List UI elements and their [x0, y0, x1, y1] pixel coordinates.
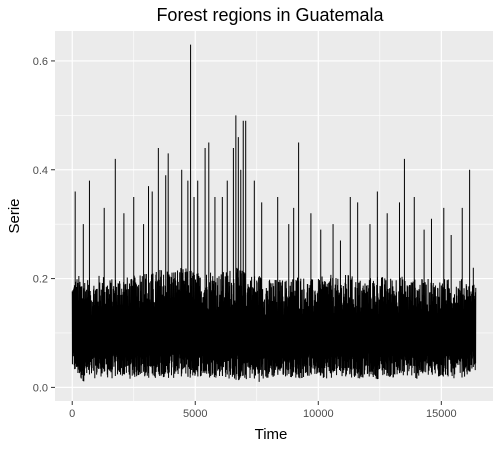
- x-axis-ticks: 0 5000 10000 15000: [69, 401, 457, 420]
- x-tick-label: 15000: [426, 408, 457, 420]
- y-tick-label: 0.0: [33, 382, 48, 394]
- x-tick-label: 5000: [183, 408, 207, 420]
- series-line-path: [71, 44, 477, 382]
- y-axis-ticks: 0.0 0.2 0.4 0.6: [33, 56, 55, 394]
- x-tick-label: 10000: [303, 408, 334, 420]
- y-tick-label: 0.2: [33, 274, 48, 286]
- x-tick-label: 0: [69, 408, 75, 420]
- chart-title: Forest regions in Guatemala: [156, 5, 384, 25]
- x-axis-title: Time: [255, 426, 288, 443]
- y-axis-title: Serie: [6, 198, 23, 233]
- series-line: [71, 44, 477, 382]
- y-tick-label: 0.6: [33, 56, 48, 68]
- y-tick-label: 0.4: [33, 165, 48, 177]
